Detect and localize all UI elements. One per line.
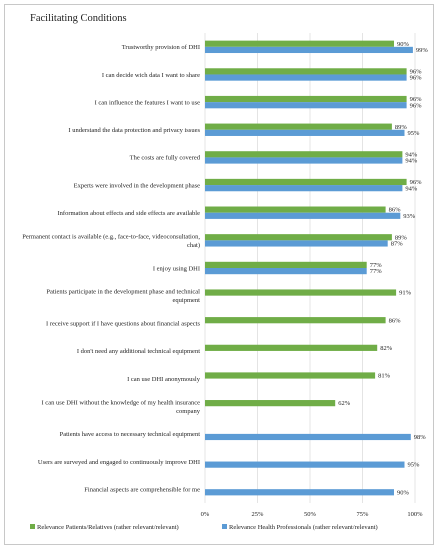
category-label: Permanent contact is available (e.g., fa… [22,233,200,240]
data-label: 94% [405,158,418,165]
bar-patients [205,40,394,47]
data-label: 95% [408,130,421,137]
category-label: Information about effects and side effec… [57,210,200,217]
data-label: 95% [408,462,421,469]
bar-patients [205,289,397,296]
bar-patients [205,317,386,324]
bar-patients [205,400,336,407]
bar-professionals [205,212,401,219]
category-label: The costs are fully covered [130,155,201,162]
category-label: chat) [187,242,200,249]
category-label: Users are surveyed and engaged to contin… [38,459,200,466]
legend-label: Relevance Health Professionals (rather r… [229,524,378,531]
data-label: 90% [397,489,410,496]
chart-frame [4,4,434,545]
data-label: 96% [410,96,423,103]
chart-title: Facilitating Conditions [30,13,127,24]
bar-professionals [205,46,413,54]
bar-professionals [205,433,411,441]
data-label: 77% [370,262,383,269]
data-label: 86% [389,207,402,214]
category-label: Trustworthy provision of DHI [122,44,200,51]
data-label: 77% [370,268,383,275]
category-label: I understand the data protection and pri… [68,127,200,134]
category-label: Patients participate in the development … [46,289,200,296]
data-label: 96% [410,75,423,82]
data-label: 87% [391,241,404,248]
bar-patients [205,151,403,158]
data-label: 94% [405,151,418,158]
bar-professionals [205,129,405,136]
bar-professionals [205,74,407,81]
category-labels: Trustworthy provision of DHI I can decide… [22,44,201,493]
category-label: I can use DHI without the knowledge of m… [42,399,201,406]
bar-patients [205,344,378,351]
data-label: 96% [410,68,423,75]
data-label: 89% [395,124,408,131]
category-label: I can decide wich data I want to share [102,72,200,79]
category-label: I can influence the features I want to u… [95,99,201,106]
data-label: 90% [397,41,410,48]
data-label: 86% [389,317,402,324]
bar-professionals [205,489,394,496]
legend-label: Relevance Patients/Relatives (rather rel… [37,524,179,531]
x-tick-label: 25% [252,511,265,518]
bar-professionals [205,157,403,164]
data-label: 62% [338,400,351,407]
data-label: 99% [416,47,429,54]
data-label: 82% [380,345,393,352]
bar-professionals [205,102,407,109]
data-label: 96% [410,102,423,109]
data-label: 81% [378,373,391,380]
x-tick-label: 50% [304,511,317,518]
legend: Relevance Patients/Relatives (rather rel… [30,524,378,531]
bar-patients [205,206,386,213]
category-label: I enjoy using DHI [153,265,200,272]
category-label: I receive support if I have questions ab… [46,321,200,328]
x-axis-ticks: 0% 25% 50% 75% 100% [201,511,424,518]
x-tick-label: 0% [201,511,210,518]
bar-patients [205,372,376,379]
bar-professionals [205,240,388,247]
category-label: Patients have access to necessary techni… [60,431,201,438]
bar-professionals [205,268,367,275]
bar-patients [205,95,407,103]
data-label: 93% [403,213,416,220]
data-label: 91% [399,290,412,297]
bar-patients [205,123,392,130]
bar-patients [205,234,392,241]
category-label: I don't need any additional technical eq… [77,348,200,355]
legend-swatch [30,524,35,529]
bar-professionals [205,185,403,192]
legend-swatch [222,524,227,529]
category-label: I can use DHI anonymously [127,376,201,383]
category-label: Financial aspects are comprehensible for… [84,486,200,493]
category-label: Experts were involved in the development… [74,182,200,189]
x-tick-label: 100% [407,511,423,518]
data-label: 94% [405,185,418,192]
bar-patients [205,261,367,268]
x-tick-label: 75% [357,511,370,518]
bar-patients [205,68,407,75]
category-label: equipment [173,297,201,304]
data-label: 98% [414,434,427,441]
data-label: 96% [410,179,423,186]
bars: 90%99%96%96%96%96%89%95%94%94%96%94%86%9… [205,40,429,496]
bar-professionals [205,461,405,468]
bar-patients [205,178,407,186]
category-label: company [176,408,201,415]
data-label: 89% [395,234,408,241]
